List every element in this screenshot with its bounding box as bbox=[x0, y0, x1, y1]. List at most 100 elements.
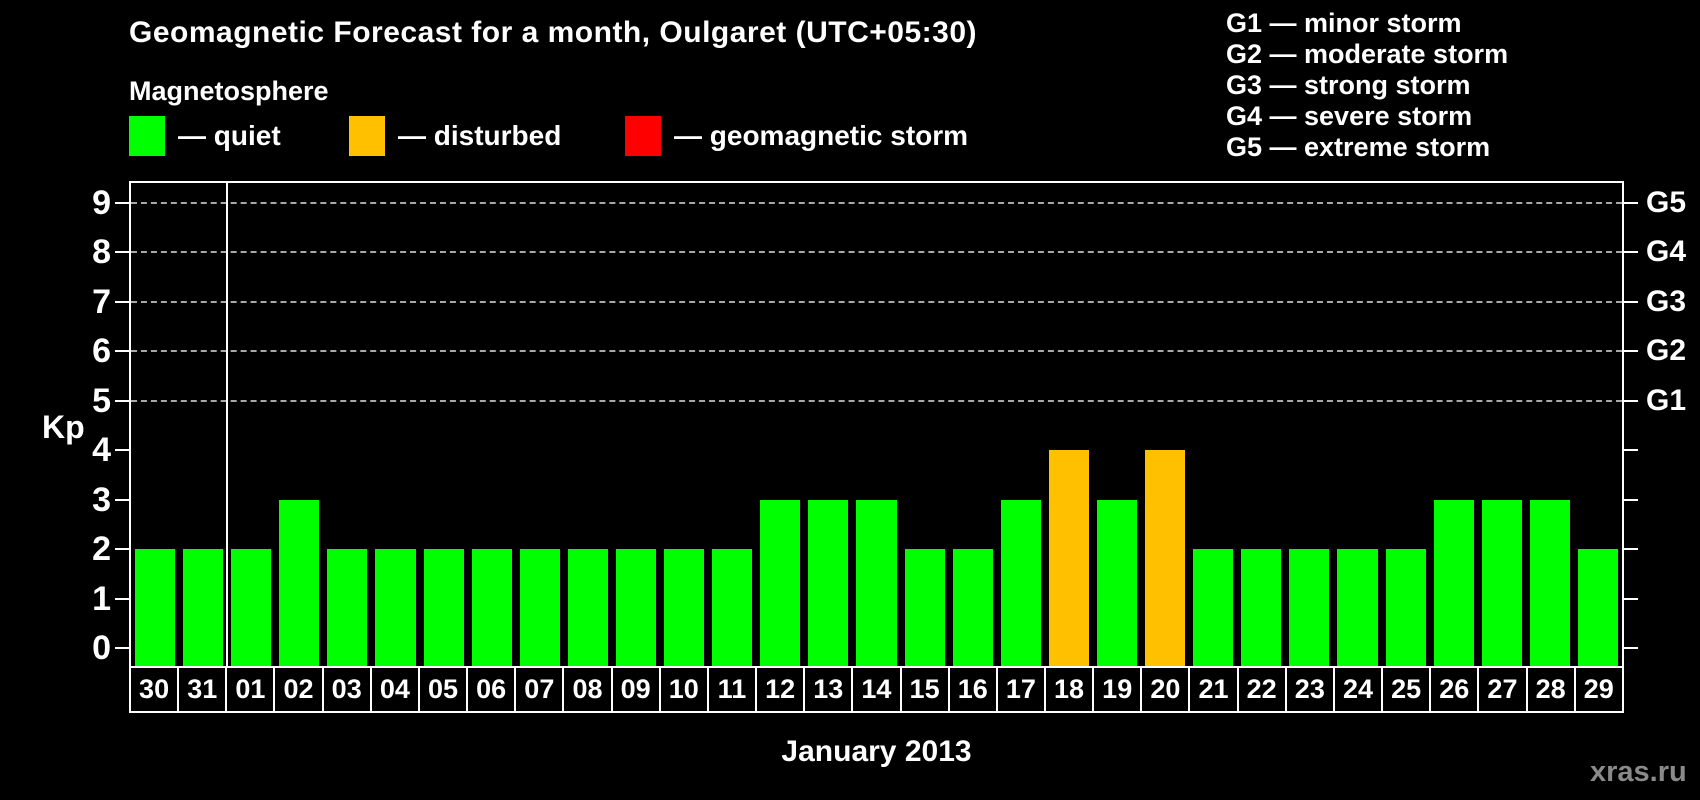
right-tick-2 bbox=[1624, 548, 1638, 550]
month-boundary-line bbox=[226, 183, 229, 666]
g5-legend-line: G5 — extreme storm bbox=[1226, 132, 1491, 162]
kp-bar-day-06 bbox=[471, 549, 512, 666]
day-label-27: 27 bbox=[1477, 666, 1528, 713]
legend-label: — quiet bbox=[178, 120, 281, 151]
day-label-17: 17 bbox=[995, 666, 1046, 713]
right-tick-9 bbox=[1624, 201, 1638, 204]
day-label-15: 15 bbox=[899, 666, 950, 713]
g2-legend-line: G2 — moderate storm bbox=[1226, 39, 1509, 69]
right-tick-6 bbox=[1624, 350, 1638, 352]
day-label-28: 28 bbox=[1525, 666, 1576, 713]
kp-bar-day-09 bbox=[615, 549, 657, 666]
kp-bar-day-15 bbox=[904, 549, 945, 666]
quiet-color-swatch bbox=[129, 116, 165, 156]
y-axis-label-2: 2 bbox=[92, 530, 111, 568]
day-label-03: 03 bbox=[321, 666, 372, 713]
right-tick-3 bbox=[1624, 498, 1638, 501]
kp-bar-day-17 bbox=[1000, 499, 1041, 666]
kp-bar-day-16 bbox=[952, 549, 993, 666]
left-tick-9 bbox=[115, 201, 129, 204]
day-label-19: 19 bbox=[1092, 666, 1143, 713]
left-tick-8 bbox=[115, 251, 129, 253]
kp-bar-day-18 bbox=[1048, 450, 1089, 666]
g1-legend-line: G1 — minor storm bbox=[1226, 8, 1462, 38]
y-axis-label-5: 5 bbox=[92, 381, 111, 420]
kp-bar-day-26 bbox=[1433, 499, 1474, 666]
kp-bar-day-20 bbox=[1145, 450, 1186, 666]
chart-title: Geomagnetic Forecast for a month, Oulgar… bbox=[129, 16, 978, 49]
kp-bar-day-31 bbox=[183, 549, 224, 666]
kp-bar-day-13 bbox=[808, 499, 849, 666]
left-tick-2 bbox=[115, 548, 129, 550]
kp-bar-day-25 bbox=[1385, 549, 1426, 666]
kp-bar-day-22 bbox=[1241, 549, 1282, 666]
disturbed-color-swatch bbox=[349, 116, 385, 156]
kp-bar-day-10 bbox=[664, 549, 705, 666]
day-label-05: 05 bbox=[417, 666, 469, 713]
g3-legend-line: G3 — strong storm bbox=[1226, 70, 1471, 100]
kp-bar-day-02 bbox=[279, 499, 320, 666]
y-axis-label-4: 4 bbox=[92, 431, 111, 469]
kp-bar-day-04 bbox=[375, 549, 416, 666]
day-label-23: 23 bbox=[1284, 666, 1335, 713]
kp-bar-day-30 bbox=[135, 549, 176, 666]
y-axis-label-8: 8 bbox=[92, 233, 111, 271]
plot-inner bbox=[131, 183, 1622, 666]
right-axis-label-g2: G2 bbox=[1646, 334, 1687, 367]
kp-bar-day-27 bbox=[1481, 499, 1522, 666]
day-label-22: 22 bbox=[1236, 666, 1287, 713]
right-tick-4 bbox=[1624, 449, 1638, 451]
day-label-10: 10 bbox=[658, 666, 709, 713]
right-axis-label-g4: G4 bbox=[1646, 235, 1687, 268]
y-axis-label-7: 7 bbox=[92, 282, 111, 321]
left-tick-5 bbox=[115, 399, 129, 402]
kp-bar-day-19 bbox=[1096, 499, 1138, 666]
day-label-06: 06 bbox=[466, 666, 517, 713]
g-scale-legend: G1 — minor storm G2 — moderate storm G3 … bbox=[1226, 8, 1508, 163]
day-label-01: 01 bbox=[225, 666, 276, 713]
left-tick-3 bbox=[115, 498, 129, 501]
day-label-24: 24 bbox=[1332, 666, 1384, 713]
kp-bar-day-08 bbox=[567, 549, 608, 666]
day-label-25: 25 bbox=[1381, 666, 1432, 713]
day-label-20: 20 bbox=[1140, 666, 1191, 713]
kp-bar-day-28 bbox=[1529, 499, 1570, 666]
right-tick-0 bbox=[1624, 647, 1638, 649]
y-axis-label-3: 3 bbox=[92, 480, 111, 519]
gridline-kp5 bbox=[131, 399, 1622, 402]
day-label-09: 09 bbox=[610, 666, 661, 713]
legend-label: — disturbed bbox=[398, 120, 562, 151]
y-axis-label-1: 1 bbox=[92, 579, 111, 618]
left-tick-4 bbox=[115, 449, 129, 451]
legend-item-quiet: — quiet bbox=[129, 116, 281, 156]
day-label-29: 29 bbox=[1573, 666, 1624, 713]
kp-bar-day-01 bbox=[231, 549, 272, 666]
right-axis-label-g3: G3 bbox=[1646, 284, 1687, 318]
legend-item-storm: — geomagnetic storm bbox=[625, 116, 968, 156]
day-label-14: 14 bbox=[851, 666, 902, 713]
legend-label: — geomagnetic storm bbox=[674, 120, 969, 151]
left-tick-0 bbox=[115, 647, 129, 649]
day-label-16: 16 bbox=[947, 666, 998, 713]
day-label-02: 02 bbox=[273, 666, 324, 713]
gridline-kp8 bbox=[131, 251, 1622, 253]
kp-bar-day-29 bbox=[1577, 549, 1618, 666]
y-axis-label-6: 6 bbox=[92, 332, 111, 370]
g4-legend-line: G4 — severe storm bbox=[1226, 101, 1473, 131]
left-tick-6 bbox=[115, 350, 129, 352]
day-label-04: 04 bbox=[369, 666, 420, 713]
watermark: xras.ru bbox=[1590, 756, 1687, 788]
day-label-26: 26 bbox=[1429, 666, 1480, 713]
kp-bar-day-14 bbox=[856, 499, 897, 666]
day-label-12: 12 bbox=[755, 666, 806, 713]
day-label-31: 31 bbox=[177, 666, 228, 713]
storm-color-swatch bbox=[625, 116, 661, 156]
left-tick-7 bbox=[115, 300, 129, 303]
day-label-18: 18 bbox=[1043, 666, 1095, 713]
day-label-13: 13 bbox=[803, 666, 854, 713]
right-tick-1 bbox=[1624, 597, 1638, 600]
kp-bar-day-21 bbox=[1193, 549, 1234, 666]
day-label-21: 21 bbox=[1188, 666, 1239, 713]
kp-bar-day-24 bbox=[1337, 549, 1378, 666]
left-tick-1 bbox=[115, 597, 129, 600]
